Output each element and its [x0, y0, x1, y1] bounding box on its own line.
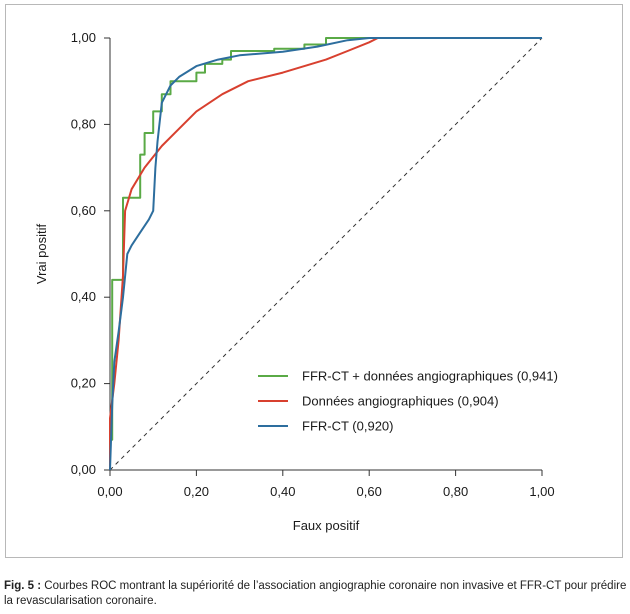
- series-line-1: [109, 37, 542, 470]
- y-tick-label: 0,60: [71, 203, 96, 218]
- x-axis-label: Faux positif: [293, 518, 360, 533]
- x-tick-label: 0,80: [443, 484, 468, 499]
- series-line-3: [109, 37, 542, 471]
- reference-diagonal: [109, 37, 543, 471]
- x-tick-label: 0,40: [270, 484, 295, 499]
- x-tick-label: 0,60: [357, 484, 382, 499]
- axes: [109, 38, 542, 471]
- x-ticks: 0,00 0,20 0,40 0,60 0,80 1,00: [97, 470, 555, 499]
- figure-caption: Fig. 5 : Courbes ROC montrant la supério…: [4, 579, 628, 609]
- legend-label-1: FFR-CT + données angiographiques (0,941): [302, 369, 558, 384]
- y-tick-label: 0,80: [71, 116, 96, 131]
- x-tick-label: 0,00: [97, 484, 122, 499]
- series-group: [109, 37, 542, 471]
- x-tick-label: 1,00: [529, 484, 554, 499]
- y-tick-label: 0,00: [71, 462, 96, 477]
- caption-text: Courbes ROC montrant la supériorité de l…: [4, 580, 627, 607]
- x-tick-label: 0,20: [184, 484, 209, 499]
- legend-label-2: Données angiographiques (0,904): [302, 394, 499, 409]
- legend-label-3: FFR-CT (0,920): [302, 419, 394, 434]
- roc-chart: 0,00 0,20 0,40 0,60 0,80 1,00 0,00 0,20 0,40 0,6…: [34, 30, 558, 533]
- y-tick-label: 1,00: [71, 30, 96, 45]
- y-tick-label: 0,20: [71, 376, 96, 391]
- caption-label: Fig. 5 :: [4, 580, 42, 592]
- figure-frame: [5, 4, 623, 558]
- y-tick-label: 0,40: [71, 289, 96, 304]
- y-ticks: 0,00 0,20 0,40 0,60 0,80 1,00: [71, 30, 110, 477]
- y-axis-label: Vrai positif: [34, 224, 49, 285]
- legend: FFR-CT + données angiographiques (0,941)…: [258, 369, 558, 434]
